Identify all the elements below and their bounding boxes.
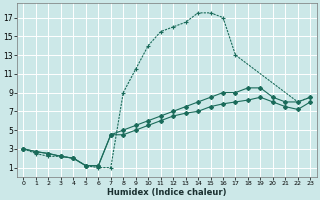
X-axis label: Humidex (Indice chaleur): Humidex (Indice chaleur) xyxy=(107,188,227,197)
